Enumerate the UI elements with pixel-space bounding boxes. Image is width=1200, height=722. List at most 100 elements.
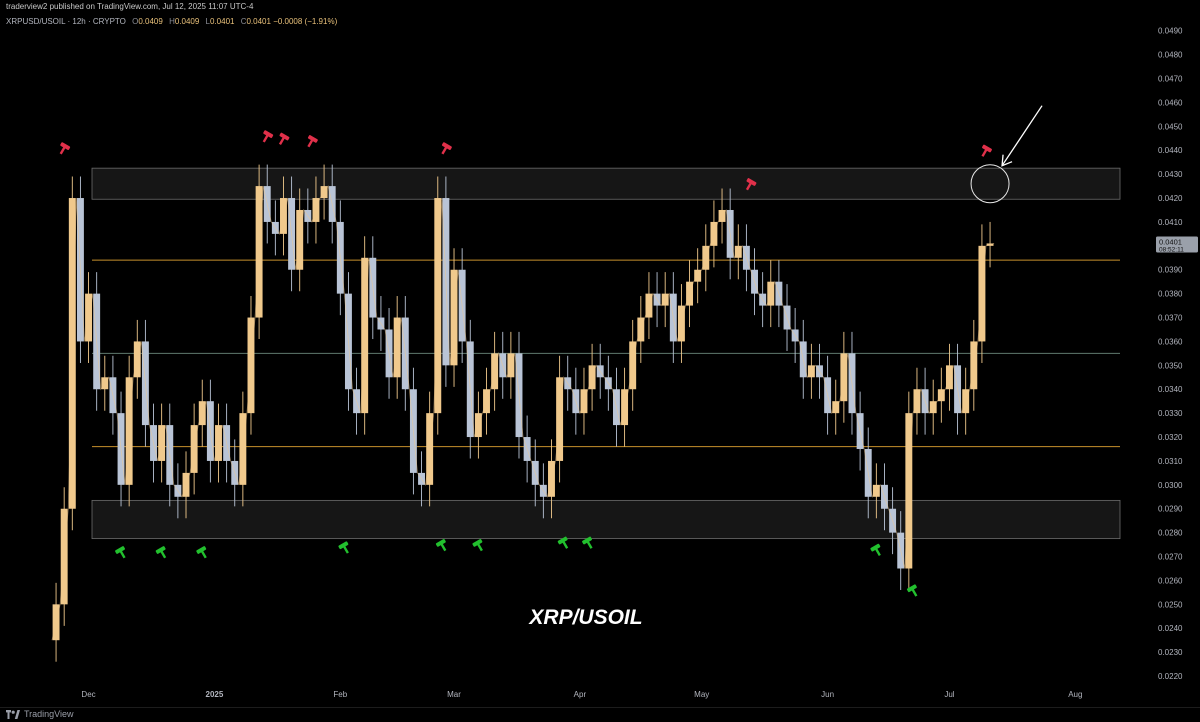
sell-marker-icon bbox=[981, 144, 992, 157]
marker-head bbox=[982, 144, 992, 153]
symbol-label[interactable]: XRPUSD/USOIL · 12h · CRYPTO bbox=[6, 17, 126, 26]
marker-handle bbox=[441, 146, 448, 155]
x-tick-label: Feb bbox=[333, 690, 347, 699]
zones-layer bbox=[91, 167, 1121, 540]
sell-marker-icon bbox=[307, 135, 318, 148]
price-axis[interactable]: 0.0490 0.0480 0.0470 0.0460 0.0450 0.0440 0.04… bbox=[1156, 27, 1198, 681]
marker-head bbox=[60, 142, 71, 150]
sell-marker-icon bbox=[745, 178, 757, 191]
buy-marker-icon bbox=[582, 536, 593, 549]
marker-handle bbox=[745, 182, 753, 191]
ohlc-high-value: 0.0409 bbox=[174, 17, 200, 26]
buy-marker-icon bbox=[196, 546, 207, 559]
buy-marker-icon bbox=[435, 538, 447, 552]
y-tick-label: 0.0450 bbox=[1158, 122, 1183, 131]
footer-brand: TradingView bbox=[24, 709, 74, 719]
marker-head bbox=[870, 543, 881, 552]
symbol-info-row: XRPUSD/USOIL · 12h · CRYPTO O0.0409 H0.0… bbox=[6, 17, 337, 26]
marker-head bbox=[472, 538, 483, 547]
y-tick-label: 0.0300 bbox=[1158, 481, 1183, 490]
zone-0 bbox=[91, 167, 1121, 200]
last-price-tag bbox=[1156, 236, 1198, 253]
y-tick-label: 0.0380 bbox=[1158, 290, 1183, 299]
marker-handle bbox=[160, 550, 167, 559]
x-tick-label: Jul bbox=[944, 690, 954, 699]
y-tick-label: 0.0290 bbox=[1158, 505, 1183, 514]
y-tick-label: 0.0440 bbox=[1158, 146, 1183, 155]
x-tick-label: May bbox=[694, 690, 709, 699]
marker-handle bbox=[981, 148, 988, 157]
ohlc-high-key: H bbox=[169, 17, 175, 26]
y-tick-label: 0.0340 bbox=[1158, 385, 1183, 394]
signal-markers bbox=[59, 130, 992, 597]
marker-head bbox=[196, 546, 207, 554]
marker-handle bbox=[119, 550, 126, 559]
ohlc-close-key: C bbox=[240, 17, 247, 26]
marker-handle bbox=[440, 543, 447, 552]
price-series bbox=[51, 164, 995, 662]
marker-head bbox=[307, 135, 318, 143]
sell-marker-icon bbox=[278, 132, 290, 145]
y-tick-label: 0.0310 bbox=[1158, 457, 1183, 466]
y-tick-label: 0.0330 bbox=[1158, 409, 1183, 418]
ohlc-open-key: O bbox=[132, 17, 139, 26]
price-change: −0.0008 (−1.91%) bbox=[273, 17, 338, 26]
buy-marker-icon bbox=[338, 541, 349, 554]
y-tick-label: 0.0270 bbox=[1158, 553, 1183, 562]
publisher-bar: traderview2 published on TradingView.com… bbox=[0, 0, 1200, 14]
marker-head bbox=[906, 584, 917, 593]
buy-marker-icon bbox=[115, 546, 126, 559]
chart-title: XRP/USOIL bbox=[528, 606, 642, 629]
time-axis[interactable]: Dec 2025 Feb Mar Apr May Jun Jul Aug bbox=[81, 690, 1082, 699]
y-tick-label: 0.0260 bbox=[1158, 576, 1183, 585]
ohlc-open-value: 0.0409 bbox=[138, 17, 163, 26]
ohlc-low-key: L bbox=[205, 17, 210, 26]
annotation-arrow-shaft bbox=[1001, 105, 1043, 167]
y-tick-label: 0.0370 bbox=[1158, 314, 1183, 323]
y-tick-label: 0.0360 bbox=[1158, 337, 1183, 346]
marker-head bbox=[746, 178, 757, 186]
x-tick-label: Apr bbox=[574, 690, 587, 699]
buy-marker-icon bbox=[472, 538, 483, 552]
marker-head bbox=[279, 132, 290, 141]
price-line bbox=[51, 185, 995, 641]
marker-handle bbox=[59, 146, 66, 155]
marker-handle bbox=[476, 543, 483, 552]
y-tick-label: 0.0350 bbox=[1158, 361, 1183, 370]
levels-layer bbox=[92, 259, 1120, 448]
x-tick-label: Aug bbox=[1068, 690, 1082, 699]
y-tick-label: 0.0410 bbox=[1158, 218, 1183, 227]
marker-head bbox=[155, 546, 166, 554]
y-tick-label: 0.0220 bbox=[1158, 672, 1183, 681]
y-tick-label: 0.0430 bbox=[1158, 170, 1183, 179]
buy-marker-icon bbox=[870, 543, 881, 557]
sell-marker-icon bbox=[441, 142, 452, 155]
y-tick-label: 0.0240 bbox=[1158, 624, 1183, 633]
y-tick-label: 0.0250 bbox=[1158, 600, 1183, 609]
last-price-value: 0.0401 bbox=[1159, 237, 1182, 246]
marker-handle bbox=[307, 139, 314, 148]
marker-head bbox=[115, 546, 125, 554]
marker-head bbox=[441, 142, 452, 150]
marker-handle bbox=[278, 136, 286, 145]
tradingview-logo-icon bbox=[6, 710, 20, 719]
marker-handle bbox=[562, 540, 569, 549]
x-tick-label: Dec bbox=[81, 690, 95, 699]
ohlc-low-value: 0.0401 bbox=[210, 17, 235, 26]
y-tick-label: 0.0320 bbox=[1158, 433, 1183, 442]
bar-countdown: 08:52:11 bbox=[1159, 246, 1184, 253]
buy-marker-icon bbox=[155, 546, 167, 559]
annotations bbox=[970, 105, 1043, 204]
y-tick-label: 0.0470 bbox=[1158, 75, 1183, 84]
footer-bar: TradingView bbox=[0, 707, 1200, 722]
x-tick-label: 2025 bbox=[206, 690, 224, 699]
y-tick-label: 0.0490 bbox=[1158, 27, 1183, 36]
marker-handle bbox=[200, 550, 207, 559]
y-tick-label: 0.0390 bbox=[1158, 266, 1183, 275]
marker-handle bbox=[262, 134, 269, 143]
publisher-text: traderview2 published on TradingView.com… bbox=[6, 2, 254, 11]
sell-marker-icon bbox=[262, 130, 274, 143]
marker-head bbox=[338, 541, 349, 550]
sell-marker-icon bbox=[59, 142, 71, 155]
